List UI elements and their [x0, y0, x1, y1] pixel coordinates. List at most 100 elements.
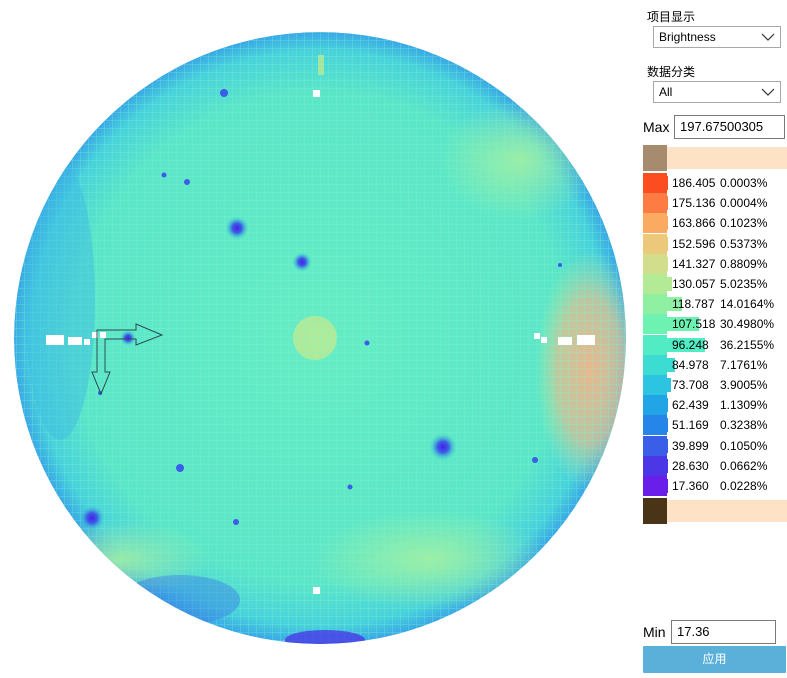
- legend-row: 62.439 1.1309%: [643, 395, 787, 416]
- legend-bar: [667, 500, 787, 523]
- legend-value: 51.169: [672, 418, 709, 433]
- legend-percent: 36.2155%: [720, 337, 775, 352]
- category-value: All: [659, 85, 673, 99]
- legend-row: 152.596 0.5373%: [643, 233, 787, 254]
- legend-percent: 30.4980%: [720, 317, 775, 332]
- legend-bar: [667, 479, 668, 493]
- legend-value: 107.518: [672, 317, 716, 332]
- legend-row: 130.057 5.0235%: [643, 274, 787, 294]
- legend-row: 17.360 0.0228%: [643, 476, 787, 496]
- legend-swatch: [643, 395, 667, 416]
- legend-swatch: [643, 294, 667, 315]
- apply-button[interactable]: 应用: [643, 646, 786, 673]
- legend-bar: [667, 277, 673, 291]
- legend-bar: [667, 317, 699, 332]
- min-input[interactable]: 17.36: [671, 620, 776, 644]
- legend-row: 141.327 0.8809%: [643, 253, 787, 274]
- category-select[interactable]: All: [653, 81, 781, 103]
- legend-percent: 0.0004%: [720, 196, 768, 211]
- legend-percent: 3.9005%: [720, 378, 768, 392]
- wafer-orientation-axes-icon: [91, 323, 164, 396]
- legend-value: 17.360: [672, 479, 709, 493]
- legend-row: 186.405 0.0003%: [643, 173, 787, 193]
- legend-row: 28.630 0.0662%: [643, 455, 787, 476]
- legend-value: 141.327: [672, 256, 716, 271]
- legend-swatch: [643, 173, 667, 193]
- legend-bar: [667, 176, 668, 190]
- legend-value: 118.787: [672, 297, 715, 312]
- legend-value: 62.439: [672, 398, 709, 413]
- legend-percent: 1.1309%: [720, 398, 768, 413]
- legend-overflow-bottom: [643, 498, 787, 525]
- legend-swatch: [643, 476, 667, 496]
- min-label: Min: [643, 624, 666, 640]
- legend-bar: [667, 256, 668, 271]
- legend-bar: [667, 147, 787, 169]
- max-input[interactable]: 197.67500305: [674, 115, 785, 139]
- legend-swatch: [643, 213, 667, 234]
- legend-percent: 14.0164%: [720, 297, 775, 312]
- display-item-label: 项目显示: [647, 10, 696, 24]
- legend-bar: [667, 297, 682, 312]
- legend-row: 96.248 36.2155%: [643, 334, 787, 355]
- legend-row: 73.708 3.9005%: [643, 375, 787, 395]
- legend-row: 163.866 0.1023%: [643, 213, 787, 234]
- legend-bar: [667, 357, 675, 372]
- legend-percent: 0.1050%: [720, 438, 768, 453]
- legend-value: 39.899: [672, 438, 709, 453]
- legend-value: 84.978: [672, 357, 709, 372]
- legend-percent: 0.8809%: [720, 256, 768, 271]
- legend-swatch: [643, 274, 667, 294]
- legend-value: 186.405: [672, 176, 716, 190]
- chevron-down-icon: [761, 33, 775, 41]
- color-legend: 186.405 0.0003% 175.136 0.0004% 163.866 0.102…: [643, 143, 787, 613]
- legend-value: 130.057: [672, 277, 716, 291]
- legend-row: 39.899 0.1050%: [643, 435, 787, 456]
- legend-percent: 7.1761%: [720, 357, 768, 372]
- legend-row: 51.169 0.3238%: [643, 415, 787, 436]
- legend-percent: 0.5373%: [720, 236, 768, 251]
- legend-value: 175.136: [672, 196, 716, 211]
- legend-percent: 5.0235%: [720, 277, 768, 291]
- legend-row: 84.978 7.1761%: [643, 354, 787, 375]
- legend-bar: [667, 438, 668, 453]
- legend-bar: [667, 216, 668, 231]
- legend-bar: [667, 418, 668, 433]
- legend-bar: [667, 458, 668, 473]
- legend-row: 175.136 0.0004%: [643, 193, 787, 214]
- legend-swatch: [643, 354, 667, 375]
- legend-swatch: [643, 334, 667, 355]
- legend-value: 73.708: [672, 378, 709, 392]
- legend-row: 107.518 30.4980%: [643, 314, 787, 335]
- legend-value: 28.630: [672, 458, 709, 473]
- display-item-value: Brightness: [659, 30, 716, 44]
- legend-swatch: [643, 314, 667, 335]
- legend-swatch: [643, 145, 667, 171]
- legend-bar: [667, 378, 672, 392]
- legend-swatch: [643, 253, 667, 274]
- legend-percent: 0.3238%: [720, 418, 768, 433]
- legend-swatch: [643, 193, 667, 214]
- legend-bar: [667, 398, 669, 413]
- legend-swatch: [643, 435, 667, 456]
- legend-value: 163.866: [672, 216, 716, 231]
- legend-bar: [667, 337, 705, 352]
- legend-swatch: [643, 375, 667, 395]
- legend-percent: 0.1023%: [720, 216, 768, 231]
- legend-percent: 0.0228%: [720, 479, 768, 493]
- legend-overflow-top: [643, 145, 787, 171]
- legend-bar: [667, 196, 668, 211]
- chevron-down-icon: [761, 88, 775, 96]
- legend-percent: 0.0003%: [720, 176, 768, 190]
- display-item-select[interactable]: Brightness: [653, 26, 781, 48]
- legend-swatch: [643, 455, 667, 476]
- legend-value: 96.248: [672, 337, 709, 352]
- legend-bar: [667, 236, 668, 251]
- legend-row: 118.787 14.0164%: [643, 294, 787, 315]
- wafer-map-canvas[interactable]: [0, 0, 640, 678]
- legend-value: 152.596: [672, 236, 716, 251]
- category-label: 数据分类: [647, 65, 696, 79]
- legend-swatch: [643, 233, 667, 254]
- wafer-map[interactable]: [0, 0, 640, 678]
- legend-swatch: [643, 498, 667, 525]
